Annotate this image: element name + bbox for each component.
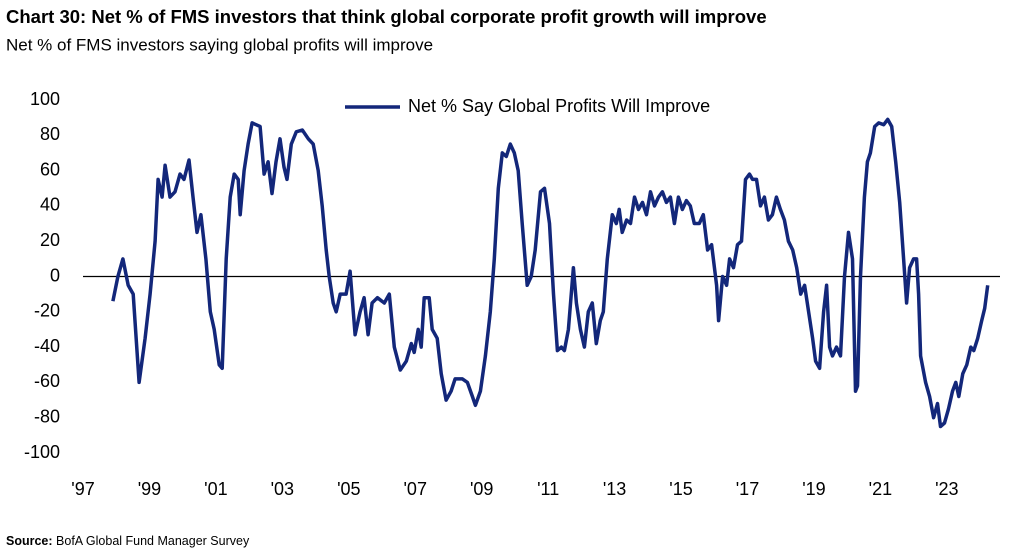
y-tick-label: 80 [40, 124, 60, 144]
x-tick-label: '23 [935, 479, 958, 499]
y-tick-label: 20 [40, 230, 60, 250]
x-tick-label: '19 [802, 479, 825, 499]
y-tick-label: 40 [40, 195, 60, 215]
y-tick-label: -20 [34, 301, 60, 321]
x-tick-label: '21 [869, 479, 892, 499]
x-tick-label: '03 [271, 479, 294, 499]
x-tick-label: '15 [669, 479, 692, 499]
source: Source: BofA Global Fund Manager Survey [6, 534, 250, 548]
y-tick-label: 100 [30, 89, 60, 109]
x-tick-label: '09 [470, 479, 493, 499]
y-tick-label: 60 [40, 159, 60, 179]
y-tick-label: -100 [24, 442, 60, 462]
x-tick-label: '01 [204, 479, 227, 499]
x-tick-label: '05 [337, 479, 360, 499]
series-line [111, 117, 990, 429]
x-tick-label: '17 [736, 479, 759, 499]
source-label: Source: [6, 534, 53, 548]
x-tick-label: '11 [537, 479, 559, 499]
y-tick-label: -60 [34, 371, 60, 391]
source-text: BofA Global Fund Manager Survey [56, 534, 250, 548]
x-tick-label: '07 [404, 479, 427, 499]
x-tick-label: '97 [71, 479, 94, 499]
x-tick-label: '99 [138, 479, 161, 499]
y-tick-label: 0 [50, 265, 60, 285]
chart-title: Chart 30: Net % of FMS investors that th… [6, 6, 767, 27]
y-tick-label: -80 [34, 406, 60, 426]
y-tick-label: -40 [34, 336, 60, 356]
x-tick-label: '13 [603, 479, 626, 499]
chart-subtitle: Net % of FMS investors saying global pro… [6, 35, 433, 54]
legend-label: Net % Say Global Profits Will Improve [408, 96, 710, 116]
